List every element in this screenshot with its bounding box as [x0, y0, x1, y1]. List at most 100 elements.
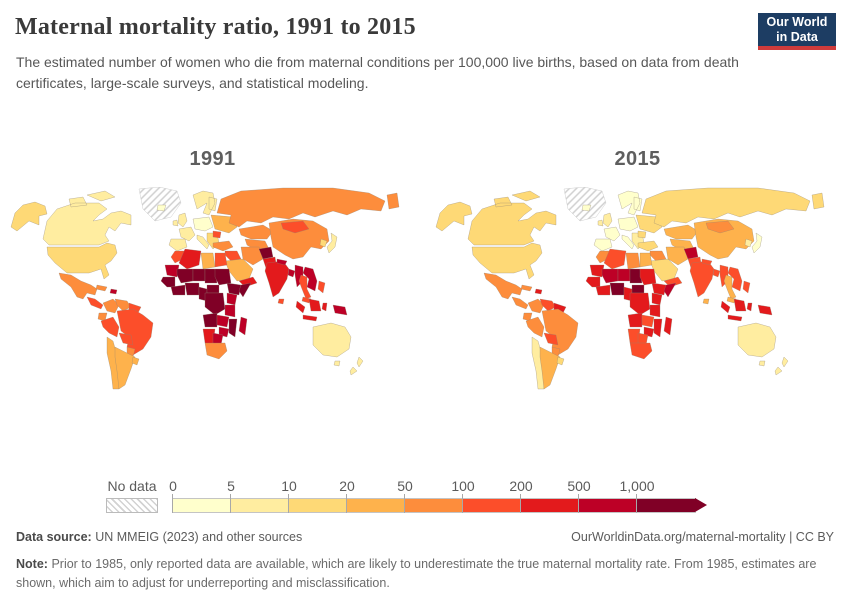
legend-segment-500-1000 [579, 499, 637, 512]
region-malaysia [301, 296, 311, 304]
region-morocco [170, 250, 185, 264]
region-kenya [651, 292, 662, 306]
region-hispaniola [534, 288, 542, 295]
region-nepal [276, 258, 287, 266]
region-indonesia [720, 298, 752, 322]
legend-segment-20-50 [347, 499, 405, 512]
region-papua [757, 304, 772, 316]
region-newzealand [349, 356, 363, 376]
data-source-text: UN MMEIG (2023) and other sources [95, 530, 303, 544]
legend-no-data-swatch [106, 498, 158, 513]
region-kazakh [238, 224, 273, 240]
legend-tick-label: 50 [397, 478, 413, 494]
region-uk [597, 212, 612, 228]
region-car [206, 284, 219, 294]
region-argentina [114, 346, 135, 390]
region-nigeria [184, 282, 199, 296]
chart-subtitle: The estimated number of women who die fr… [16, 54, 739, 91]
region-ivoryghana [170, 284, 185, 296]
region-india [689, 260, 714, 298]
region-russia [641, 187, 824, 228]
region-cuba [520, 284, 532, 292]
region-scandinavia [617, 190, 642, 216]
region-uk [172, 212, 187, 228]
legend-tick-label: 200 [509, 478, 533, 494]
legend-tick-label: 5 [227, 478, 235, 494]
attribution: OurWorldinData.org/maternal-mortality | … [571, 530, 834, 544]
region-bolivia [118, 332, 133, 346]
map-panel-1991: 1991 [0, 148, 425, 397]
data-source: Data source: UN MMEIG (2023) and other s… [16, 530, 302, 544]
region-australia [312, 322, 351, 367]
region-nigeria [609, 282, 624, 296]
region-egypt [639, 252, 652, 268]
region-niger [192, 268, 205, 282]
region-weurope [178, 226, 195, 242]
region-colombia [527, 298, 544, 314]
region-libya [200, 252, 215, 270]
owid-logo-line2: in Data [776, 29, 818, 44]
legend-tick-line [288, 494, 289, 513]
region-mongolia [705, 220, 734, 234]
region-greenland [138, 187, 181, 222]
region-srilanka [702, 298, 709, 305]
region-mozambique [228, 318, 237, 338]
legend-tick-line [172, 494, 173, 513]
note-text: Prior to 1985, only reported data are av… [16, 557, 817, 590]
region-turkey [212, 240, 233, 252]
region-camerica [86, 296, 103, 310]
region-algeria [178, 248, 201, 270]
region-ceurope [617, 216, 638, 232]
region-greenland [563, 187, 606, 222]
region-mozambique [653, 318, 662, 338]
region-ethiopia [226, 282, 241, 296]
region-zambia [641, 314, 654, 328]
legend-arrow-icon [695, 498, 707, 512]
region-zambia [216, 314, 229, 328]
legend-segment-0-5 [173, 499, 231, 512]
region-japan [326, 232, 337, 254]
region-angola [202, 312, 217, 328]
region-philippines [742, 280, 750, 294]
legend-segment-200-500 [521, 499, 579, 512]
map-year-label-1991: 1991 [189, 148, 236, 170]
region-cuba [95, 284, 107, 292]
page-title: Maternal mortality ratio, 1991 to 2015 [15, 14, 416, 40]
region-mali [601, 268, 618, 284]
region-ivoryghana [595, 284, 610, 296]
region-brazil [116, 308, 153, 356]
region-romania [212, 230, 221, 239]
region-libya [625, 252, 640, 270]
region-iran [665, 246, 688, 266]
footer-source-row: Data source: UN MMEIG (2023) and other s… [16, 530, 834, 544]
legend-tick-line [404, 494, 405, 513]
legend-segment-10-20 [289, 499, 347, 512]
region-colombia [102, 298, 119, 314]
region-mali [176, 268, 193, 284]
legend-tick-label: 1,000 [619, 478, 655, 494]
region-peru [100, 316, 119, 338]
region-thailand [298, 274, 311, 300]
legend-tick-line [462, 494, 463, 513]
legend-tick-line [636, 494, 637, 513]
owid-logo-line1: Our World [766, 14, 828, 29]
region-indochina [302, 266, 317, 292]
region-southafrica [204, 342, 227, 360]
region-niger [617, 268, 630, 282]
footer-note: Note: Prior to 1985, only reported data … [16, 555, 834, 593]
region-canada [42, 190, 131, 246]
region-turkey [637, 240, 658, 252]
legend-tick-line [230, 494, 231, 513]
region-sudan [639, 268, 656, 286]
region-bangladesh [712, 268, 720, 278]
region-madagascar [663, 316, 672, 336]
region-mongolia [280, 220, 309, 234]
region-uruguay [131, 356, 139, 366]
data-source-label: Data source: [16, 530, 92, 544]
region-brazil [541, 308, 578, 356]
region-chad [629, 268, 642, 284]
legend-segment-1000+ [637, 499, 695, 512]
region-usa [471, 242, 542, 280]
region-indochina [727, 266, 742, 292]
